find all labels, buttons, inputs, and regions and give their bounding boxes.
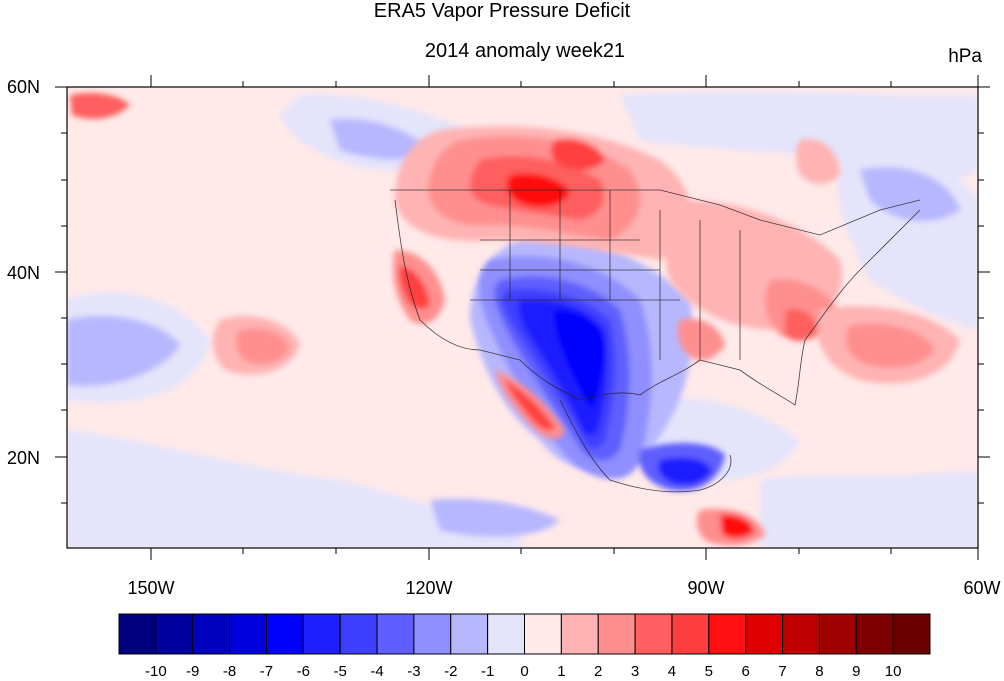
- colorbar-swatch: [229, 613, 267, 655]
- colorbar-tick-label: -10: [145, 663, 167, 680]
- axis-ticks: [55, 75, 990, 560]
- colorbar-swatch: [450, 613, 489, 655]
- colorbar-swatch: [339, 613, 378, 655]
- colorbar-tick-label: 5: [705, 663, 713, 680]
- colorbar-swatch: [671, 613, 710, 655]
- colorbar-tick-label: 7: [778, 663, 786, 680]
- lon-label-120w: 120W: [405, 578, 452, 598]
- colorbar-tick-label: 6: [742, 663, 750, 680]
- colorbar: [118, 613, 931, 655]
- colorbar-swatch: [192, 613, 231, 655]
- colorbar-swatch: [597, 613, 636, 655]
- colorbar-swatch: [524, 613, 562, 655]
- colorbar-swatch: [413, 613, 452, 655]
- colorbar-tick-label: -6: [297, 663, 310, 680]
- map-title: ERA5 Vapor Pressure Deficit: [373, 0, 631, 22]
- colorbar-swatch: [892, 613, 931, 655]
- colorbar-swatch: [745, 613, 784, 655]
- colorbar-swatch: [302, 613, 341, 655]
- lat-label-60n: 60N: [7, 77, 40, 97]
- colorbar-swatch: [487, 613, 525, 655]
- colorbar-swatch: [560, 613, 599, 655]
- colorbar-tick-label: -8: [223, 663, 236, 680]
- colorbar-tick-label: -5: [334, 663, 347, 680]
- colorbar-swatch: [118, 613, 157, 655]
- colorbar-tick-label: -3: [407, 663, 420, 680]
- colorbar-tick-label: -4: [370, 663, 383, 680]
- colorbar-swatch: [155, 613, 194, 655]
- colorbar-tick-label: 3: [631, 663, 639, 680]
- units-label: hPa: [948, 46, 982, 67]
- map-subtitle: 2014 anomaly week21: [424, 40, 626, 62]
- colorbar-swatch: [782, 613, 820, 655]
- colorbar-tick-label: 4: [668, 663, 676, 680]
- colorbar-swatch: [634, 613, 673, 655]
- colorbar-tick-label: 8: [815, 663, 823, 680]
- colorbar-swatch: [818, 613, 857, 655]
- colorbar-labels: -10 -9 -8 -7 -6 -5 -4 -3 -2 -1 0 1 2 3 4 5 6 7 8 9 10: [145, 663, 901, 680]
- lat-label-40n: 40N: [7, 263, 40, 283]
- colorbar-tick-label: -1: [481, 663, 494, 680]
- colorbar-tick-label: 9: [852, 663, 860, 680]
- colorbar-swatch: [708, 613, 747, 655]
- colorbar-swatch: [376, 613, 415, 655]
- colorbar-swatch: [855, 613, 894, 655]
- colorbar-tick-label: -2: [444, 663, 457, 680]
- colorbar-tick-label: 2: [594, 663, 602, 680]
- anomaly-field: [67, 87, 978, 548]
- colorbar-tick-label: 10: [885, 663, 902, 680]
- colorbar-tick-label: 0: [520, 663, 528, 680]
- colorbar-tick-label: -7: [260, 663, 273, 680]
- lon-label-60w: 60W: [963, 578, 1000, 598]
- colorbar-swatch: [265, 613, 304, 655]
- lat-label-20n: 20N: [7, 448, 40, 468]
- colorbar-tick-label: -9: [186, 663, 199, 680]
- lon-label-90w: 90W: [687, 578, 724, 598]
- lon-label-150w: 150W: [127, 578, 174, 598]
- colorbar-tick-label: 1: [557, 663, 565, 680]
